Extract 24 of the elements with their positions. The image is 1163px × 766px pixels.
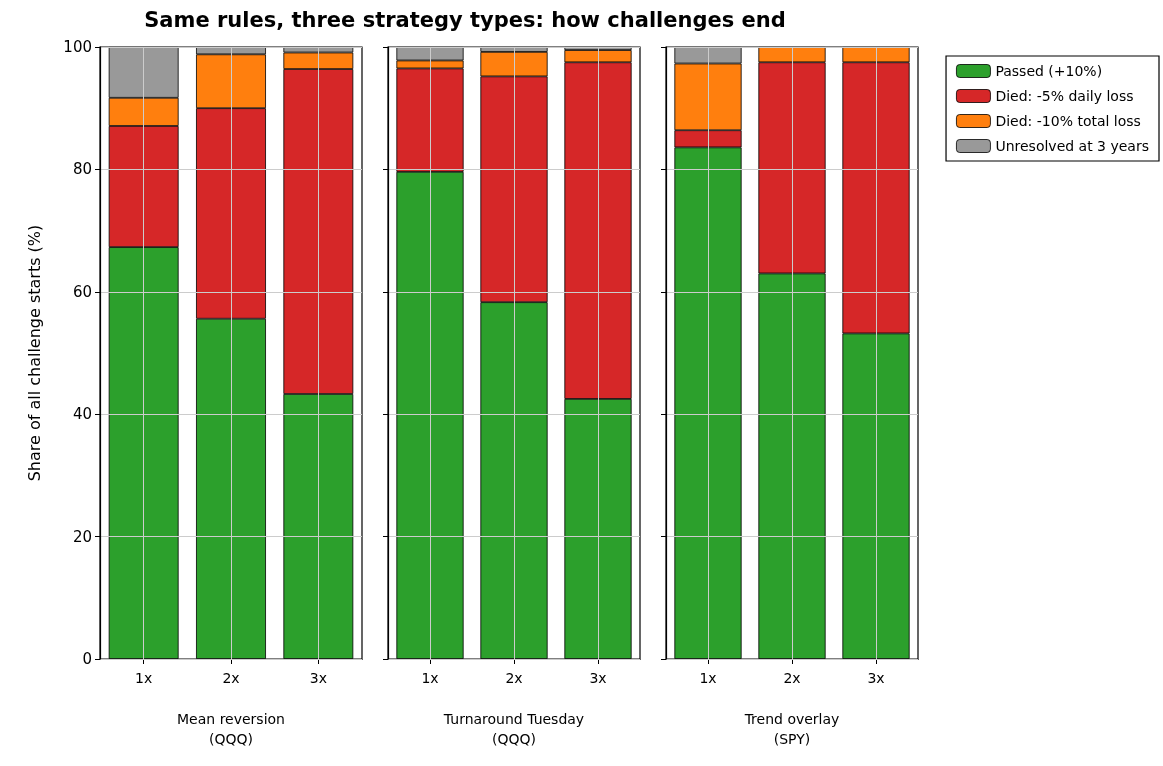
y-tick-label: 0 (82, 650, 92, 668)
y-axis-title: Share of all challenge starts (%) (24, 224, 44, 482)
x-tick-label: 2x (783, 670, 801, 686)
x-axis-title: Turnaround Tuesday (QQQ) (442, 711, 585, 747)
x-tick-label: 3x (589, 670, 607, 686)
x-axis-title: Trend overlay (SPY) (743, 711, 840, 747)
text: Same rules, three strategy types: how challenges end (143, 8, 787, 32)
legend-label: Passed (+10%) (995, 63, 1103, 79)
y-tick-label: 100 (63, 38, 92, 56)
x-axis-title: Mean reversion (QQQ) (177, 711, 285, 747)
legend-label: Unresolved at 3 years (995, 138, 1150, 154)
x-tick-label: 1x (421, 670, 439, 686)
legend-label: Died: -5% daily loss (995, 88, 1134, 104)
x-tick-label: 3x (867, 670, 885, 686)
x-tick-label: 1x (135, 670, 153, 686)
x-tick-label: 2x (222, 670, 240, 686)
x-tick-label: 2x (505, 670, 523, 686)
x-tick-label: 3x (309, 670, 327, 686)
y-tick-label: 80 (72, 160, 92, 179)
y-tick-label: 40 (72, 405, 92, 424)
y-tick-label: 60 (72, 282, 92, 301)
legend-label: Died: -10% total loss (995, 113, 1141, 129)
y-tick-label: 20 (72, 527, 92, 546)
x-tick-label: 1x (699, 670, 717, 686)
